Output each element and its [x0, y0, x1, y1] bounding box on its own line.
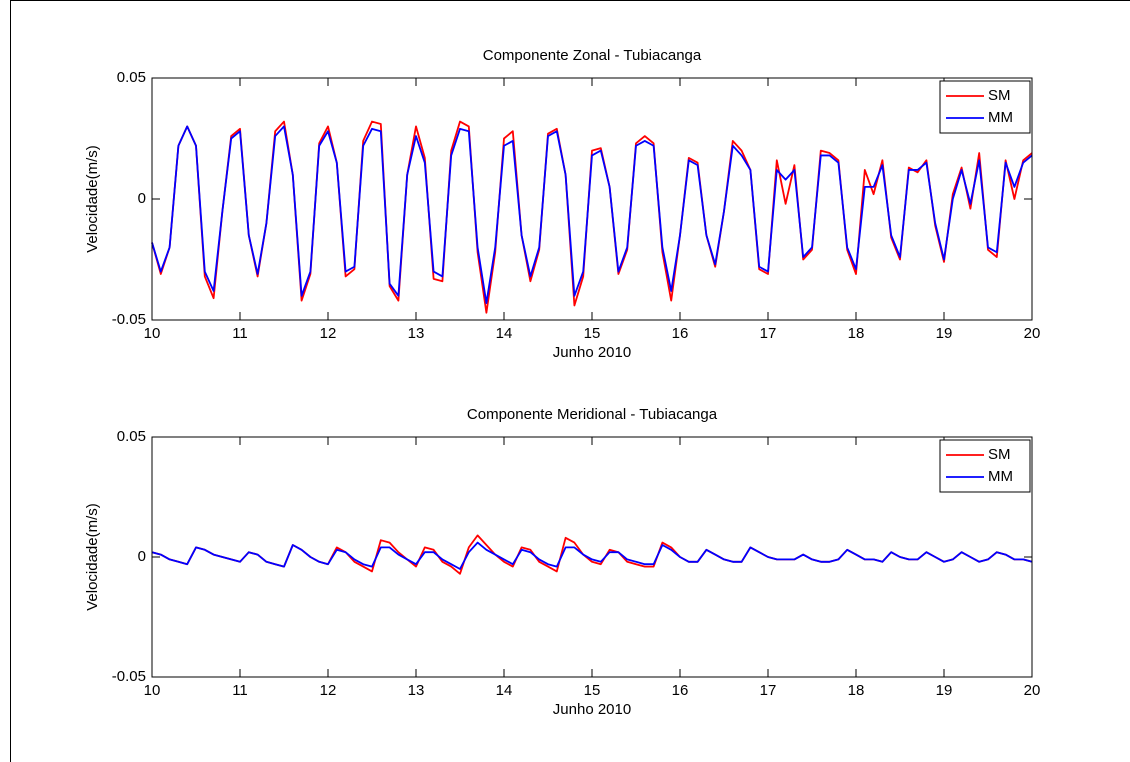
x-tick-label: 15 — [584, 682, 601, 699]
legend-label: MM — [988, 468, 1013, 485]
x-tick-label: 16 — [672, 325, 689, 342]
x-tick-label: 17 — [760, 682, 777, 699]
x-tick-label: 17 — [760, 325, 777, 342]
axes-box — [151, 436, 1033, 678]
x-tick-label: 11 — [232, 682, 248, 699]
legend-label: SM — [988, 87, 1011, 104]
x-tick-label: 20 — [1024, 325, 1041, 342]
x-tick-label: 11 — [232, 325, 248, 342]
x-tick-label: 19 — [936, 325, 953, 342]
legend-label: MM — [988, 109, 1013, 126]
y-tick-label: -0.05 — [112, 311, 146, 328]
x-tick-label: 12 — [320, 682, 337, 699]
plot-area — [152, 78, 1032, 320]
x-tick-label: 19 — [936, 682, 953, 699]
x-tick-label: 20 — [1024, 682, 1041, 699]
axes-box — [151, 77, 1033, 321]
legend-box — [939, 80, 1031, 134]
y-axis-label: Velocidade(m/s) — [84, 145, 101, 253]
x-tick-label: 13 — [408, 325, 425, 342]
x-tick-label: 16 — [672, 682, 689, 699]
plot-area — [152, 437, 1032, 677]
y-tick-label: 0 — [138, 548, 146, 565]
series-line — [151, 125, 1033, 304]
x-tick-label: 10 — [144, 325, 161, 342]
legend-label: SM — [988, 446, 1011, 463]
y-axis-label: Velocidade(m/s) — [84, 503, 101, 611]
x-axis-label: Junho 2010 — [553, 701, 631, 718]
legend-box — [939, 439, 1031, 493]
x-tick-label: 14 — [496, 682, 513, 699]
series-line — [151, 541, 1033, 570]
x-tick-label: 15 — [584, 325, 601, 342]
x-tick-label: 12 — [320, 325, 337, 342]
x-tick-label: 10 — [144, 682, 161, 699]
x-tick-label: 14 — [496, 325, 513, 342]
y-tick-label: 0.05 — [117, 69, 146, 86]
x-axis-label: Junho 2010 — [553, 344, 631, 361]
y-tick-label: 0.05 — [117, 428, 146, 445]
chart-title: Componente Zonal - Tubiacanga — [483, 47, 702, 64]
x-tick-label: 13 — [408, 682, 425, 699]
y-tick-label: -0.05 — [112, 668, 146, 685]
x-tick-label: 18 — [848, 325, 865, 342]
x-tick-label: 18 — [848, 682, 865, 699]
chart-title: Componente Meridional - Tubiacanga — [467, 406, 718, 423]
y-tick-label: 0 — [138, 190, 146, 207]
